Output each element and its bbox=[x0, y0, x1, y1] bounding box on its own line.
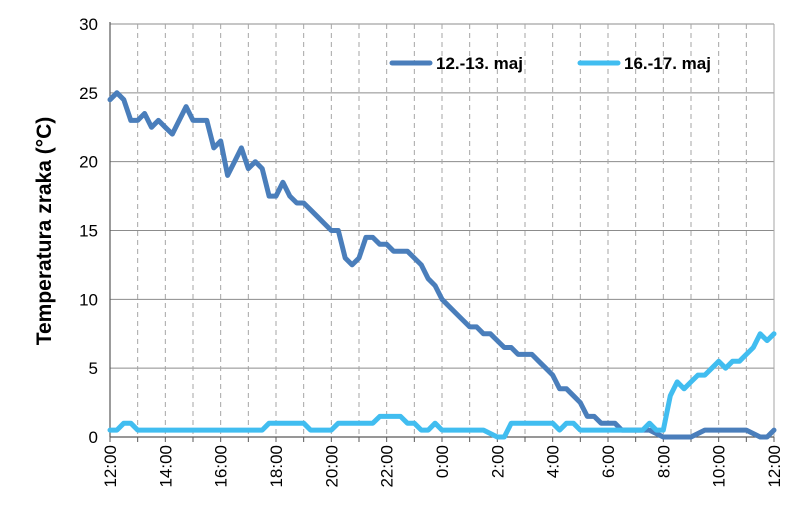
y-axis-title: Temperatura zraka (°C) bbox=[33, 117, 56, 346]
y-tick-label: 25 bbox=[79, 84, 98, 103]
legend-label-2: 16.-17. maj bbox=[624, 54, 711, 73]
x-tick-label: 10:00 bbox=[710, 445, 729, 488]
x-tick-label: 12:00 bbox=[765, 445, 784, 488]
x-tick-label: 6:00 bbox=[599, 445, 618, 478]
series-lines bbox=[107, 90, 777, 440]
y-tick-label: 20 bbox=[79, 153, 98, 172]
x-tick-label: 20:00 bbox=[322, 445, 341, 488]
x-tick-label: 4:00 bbox=[544, 445, 563, 478]
x-tick-label: 0:00 bbox=[433, 445, 452, 478]
x-tick-label: 12:00 bbox=[101, 445, 120, 488]
x-tick-label: 8:00 bbox=[654, 445, 673, 478]
axes: 0 5 10 15 20 25 30 12:00 14:00 16:00 18:00 20:00 22:… bbox=[79, 15, 784, 488]
x-tick-label: 16:00 bbox=[212, 445, 231, 488]
y-tick-label: 5 bbox=[89, 359, 98, 378]
y-tick-label: 10 bbox=[79, 290, 98, 309]
x-tick-label: 22:00 bbox=[378, 445, 397, 488]
series-line-2 bbox=[107, 331, 777, 440]
y-tick-label: 30 bbox=[79, 15, 98, 34]
grid bbox=[110, 23, 775, 437]
y-tick-label: 0 bbox=[89, 428, 98, 447]
x-tick-label: 2:00 bbox=[488, 445, 507, 478]
y-tick-label: 15 bbox=[79, 222, 98, 241]
legend: 12.-13. maj 16.-17. maj bbox=[389, 54, 711, 73]
x-tick-label: 14:00 bbox=[156, 445, 175, 488]
series-line-1 bbox=[107, 90, 777, 440]
x-tick-label: 18:00 bbox=[267, 445, 286, 488]
legend-label-1: 12.-13. maj bbox=[436, 54, 523, 73]
